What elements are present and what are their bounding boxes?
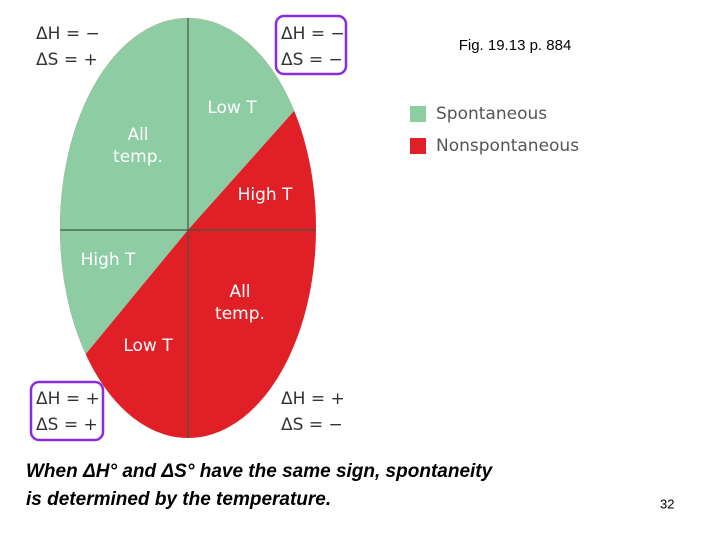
footer-text: is determined by the temperature. bbox=[26, 489, 331, 510]
footer-text: When ΔH° and ΔS° have the same sign, spo… bbox=[26, 461, 494, 482]
region-label: All bbox=[229, 282, 250, 302]
highlight-box bbox=[29, 380, 105, 442]
dh-sign: ΔH = + bbox=[36, 389, 100, 409]
legend-label: Spontaneous bbox=[436, 104, 547, 124]
spontaneous-area bbox=[60, 18, 316, 438]
legend-swatch bbox=[410, 106, 426, 122]
region-label: Low T bbox=[207, 98, 257, 118]
region-label: temp. bbox=[215, 304, 265, 324]
legend-swatch bbox=[410, 138, 426, 154]
page-number: 32 bbox=[660, 496, 674, 511]
legend-label: Nonspontaneous bbox=[436, 136, 579, 156]
ds-sign: ΔS = + bbox=[36, 415, 98, 435]
highlight-box bbox=[274, 14, 348, 76]
dh-sign: ΔH = − bbox=[281, 24, 345, 44]
ds-sign: ΔS = + bbox=[36, 50, 98, 70]
region-label: temp. bbox=[113, 147, 163, 167]
dh-sign: ΔH = + bbox=[281, 389, 345, 409]
region-label: High T bbox=[238, 185, 293, 205]
region-label: High T bbox=[81, 250, 136, 270]
region-label: Low T bbox=[123, 336, 173, 356]
region-label: All bbox=[127, 125, 148, 145]
ds-sign: ΔS = − bbox=[281, 50, 343, 70]
ds-sign: ΔS = − bbox=[281, 415, 343, 435]
dh-sign: ΔH = − bbox=[36, 24, 100, 44]
caption: Fig. 19.13 p. 884 bbox=[459, 37, 572, 54]
